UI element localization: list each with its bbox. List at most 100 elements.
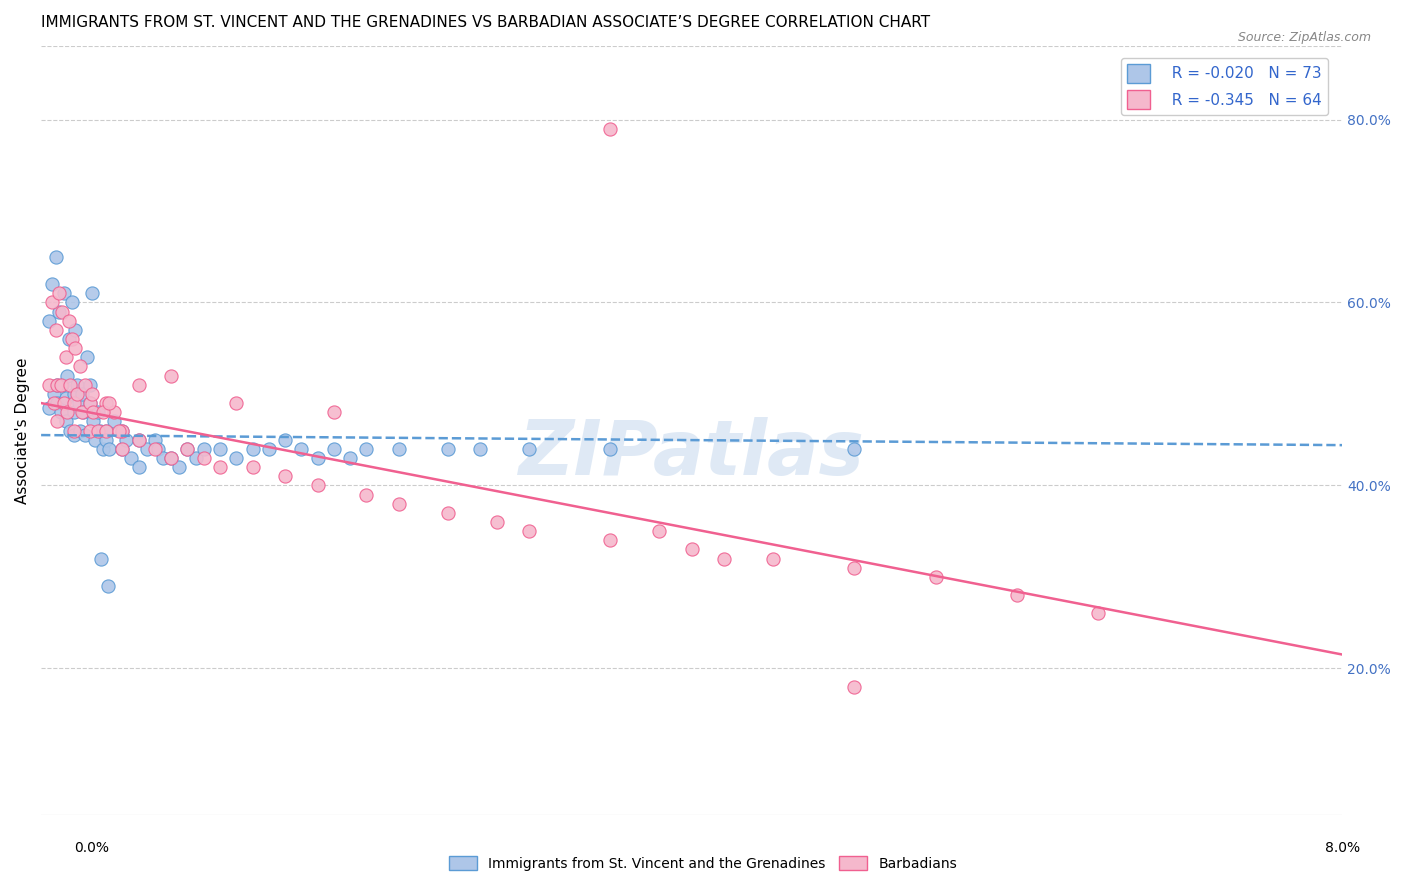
Point [143,442,166,456]
Point [79,396,101,410]
Point [48,304,70,318]
Point [60,295,83,310]
Point [681,542,703,557]
Point [49,377,72,392]
Point [89,424,111,438]
Point [48,286,70,301]
Point [69,424,91,438]
Point [307,450,329,465]
Point [83,433,105,447]
Point [65,323,87,337]
Point [79,396,101,410]
Point [82,405,104,419]
Point [713,551,735,566]
Point [73,428,96,442]
Text: 0.0%: 0.0% [75,841,108,855]
Point [51,304,73,318]
Point [46,414,69,428]
Point [42,387,65,401]
Point [128,460,150,475]
Point [87,405,110,419]
Point [1087,607,1109,621]
Point [45,250,67,264]
Point [76,351,98,365]
Point [485,515,508,529]
Point [290,442,312,456]
Text: IMMIGRANTS FROM ST. VINCENT AND THE GRENADINES VS BARBADIAN ASSOCIATE’S DEGREE C: IMMIGRANTS FROM ST. VINCENT AND THE GREN… [41,15,931,30]
Point [844,680,866,694]
Point [52,286,75,301]
Point [62,424,84,438]
Point [65,341,87,355]
Point [648,524,671,538]
Legend: Immigrants from St. Vincent and the Grenadines, Barbadians: Immigrants from St. Vincent and the Gren… [443,850,963,876]
Point [46,396,69,410]
Point [97,579,120,593]
Point [152,450,174,465]
Point [208,442,231,456]
Point [62,428,84,442]
Point [49,405,72,419]
Point [66,377,89,392]
Point [91,405,114,419]
Point [46,377,69,392]
Point [436,506,458,520]
Point [58,332,80,346]
Point [79,377,101,392]
Point [96,433,118,447]
Point [41,295,63,310]
Point [176,442,198,456]
Point [111,442,134,456]
Point [274,469,297,483]
Point [169,460,191,475]
Point [91,442,114,456]
Text: ZIPatlas: ZIPatlas [519,417,865,491]
Point [103,414,125,428]
Point [599,121,621,136]
Point [193,450,215,465]
Point [128,433,150,447]
Point [51,377,73,392]
Point [62,387,84,401]
Legend:   R = -0.020   N = 73,   R = -0.345   N = 64: R = -0.020 N = 73, R = -0.345 N = 64 [1121,58,1329,115]
Point [160,450,183,465]
Point [184,450,207,465]
Point [844,560,866,574]
Point [80,286,103,301]
Point [45,323,67,337]
Point [322,405,344,419]
Point [80,387,103,401]
Point [160,368,183,383]
Point [470,442,492,456]
Point [56,368,79,383]
Point [108,424,131,438]
Point [128,377,150,392]
Point [242,460,264,475]
Point [517,524,540,538]
Point [55,351,77,365]
Y-axis label: Associate's Degree: Associate's Degree [15,358,30,504]
Point [98,442,121,456]
Point [135,442,157,456]
Point [55,392,77,406]
Point [114,433,136,447]
Point [307,478,329,492]
Point [82,414,104,428]
Point [322,442,344,456]
Point [96,424,118,438]
Point [79,424,101,438]
Point [52,396,75,410]
Point [388,497,411,511]
Point [193,442,215,456]
Point [225,450,247,465]
Point [599,442,621,456]
Point [46,377,69,392]
Point [69,359,91,374]
Point [176,442,198,456]
Point [143,433,166,447]
Point [208,460,231,475]
Point [62,405,84,419]
Point [160,450,183,465]
Point [41,277,63,292]
Point [96,396,118,410]
